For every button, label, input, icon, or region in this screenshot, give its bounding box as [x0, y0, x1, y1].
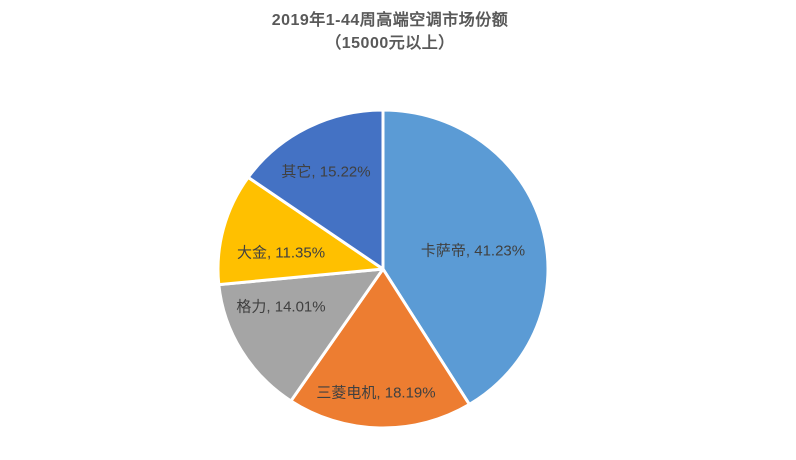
pie-label-others: 其它, 15.22%: [281, 163, 370, 181]
chart-title-line1: 2019年1-44周高端空调市场份额: [271, 12, 509, 29]
pie-label-mitsubishi-electric: 三菱电机, 18.19%: [316, 385, 435, 402]
chart-title-line2: （15000元以上）: [325, 35, 455, 52]
pie-slice-others: [246, 108, 385, 271]
pie-slice-gree: [217, 267, 385, 403]
pie-slice-casarte: [381, 108, 550, 406]
pie-label-gree: 格力, 14.01%: [236, 299, 325, 316]
chart-title: 2019年1-44周高端空调市场份额 （15000元以上）: [0, 9, 780, 55]
pie-slice-mitsubishi-electric: [289, 267, 471, 430]
pie-label-casarte: 卡萨帝, 41.23%: [421, 243, 525, 260]
pie-slice-daikin: [216, 175, 385, 287]
pie-label-daikin: 大金, 11.35%: [237, 245, 325, 262]
